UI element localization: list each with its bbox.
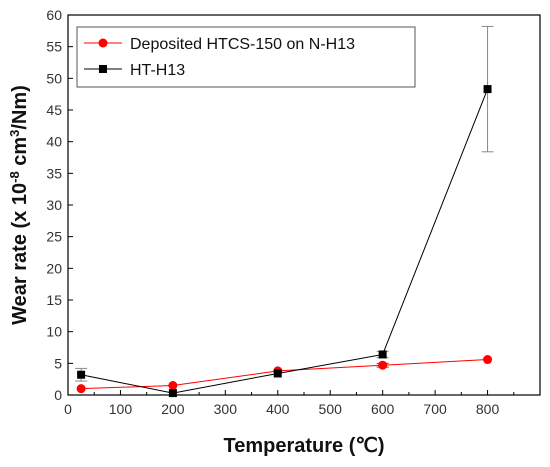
y-tick-label: 15 xyxy=(46,292,62,308)
series-line-2 xyxy=(81,88,489,394)
data-point-square xyxy=(273,369,282,378)
data-point-square xyxy=(483,85,492,94)
y-tick-label: 35 xyxy=(46,165,62,181)
x-axis-ticks: 0 100 200 300 400 500 600 700 800 xyxy=(64,390,515,417)
y-tick-label: 5 xyxy=(54,355,62,371)
y-title-exp-2: 3 xyxy=(7,130,22,137)
y-tick-label: 40 xyxy=(46,134,62,150)
y-axis-ticks: 0 5 10 15 20 25 30 35 40 45 50 55 60 xyxy=(46,7,73,403)
y-tick-label: 50 xyxy=(46,70,62,86)
x-tick-label: 200 xyxy=(161,401,185,417)
y-tick-label: 55 xyxy=(46,39,62,55)
y-tick-label: 0 xyxy=(54,387,62,403)
y-title-part-2: cm xyxy=(9,137,31,171)
series-line-1 xyxy=(81,359,488,390)
series-markers xyxy=(76,85,493,398)
data-point-circle xyxy=(76,384,86,394)
data-point-circle xyxy=(483,355,493,365)
legend: Deposited HTCS-150 on N-H13 HT-H13 xyxy=(76,26,416,88)
data-point-square xyxy=(77,370,86,379)
y-tick-label: 45 xyxy=(46,102,62,118)
legend-marker-circle xyxy=(98,38,108,48)
y-title-part-3: /Nm) xyxy=(9,85,31,129)
x-tick-label: 800 xyxy=(476,401,500,417)
y-tick-label: 60 xyxy=(46,7,62,23)
legend-label: HT-H13 xyxy=(130,62,185,79)
y-tick-label: 30 xyxy=(46,197,62,213)
y-tick-label: 25 xyxy=(46,229,62,245)
legend-label: Deposited HTCS-150 on N-H13 xyxy=(130,36,355,53)
legend-box xyxy=(76,26,416,88)
y-tick-label: 20 xyxy=(46,260,62,276)
x-tick-label: 300 xyxy=(214,401,238,417)
x-tick-label: 500 xyxy=(319,401,343,417)
y-title-exp-1: -8 xyxy=(7,171,22,183)
data-point-circle xyxy=(168,381,178,390)
x-tick-label: 600 xyxy=(371,401,395,417)
y-title-part-1: Wear rate (x 10 xyxy=(9,183,31,325)
x-tick-label: 400 xyxy=(266,401,290,417)
data-point-circle xyxy=(378,360,388,370)
x-tick-label: 700 xyxy=(423,401,447,417)
y-axis-title: Wear rate (x 10-8 cm3/Nm) xyxy=(7,85,32,325)
x-axis-title: Temperature (℃) xyxy=(223,435,384,457)
legend-marker-square xyxy=(99,65,107,73)
x-tick-label: 100 xyxy=(109,401,133,417)
data-point-square xyxy=(378,350,387,359)
x-tick-label: 0 xyxy=(64,401,72,417)
y-tick-label: 10 xyxy=(46,324,62,340)
series-lines xyxy=(81,88,489,394)
